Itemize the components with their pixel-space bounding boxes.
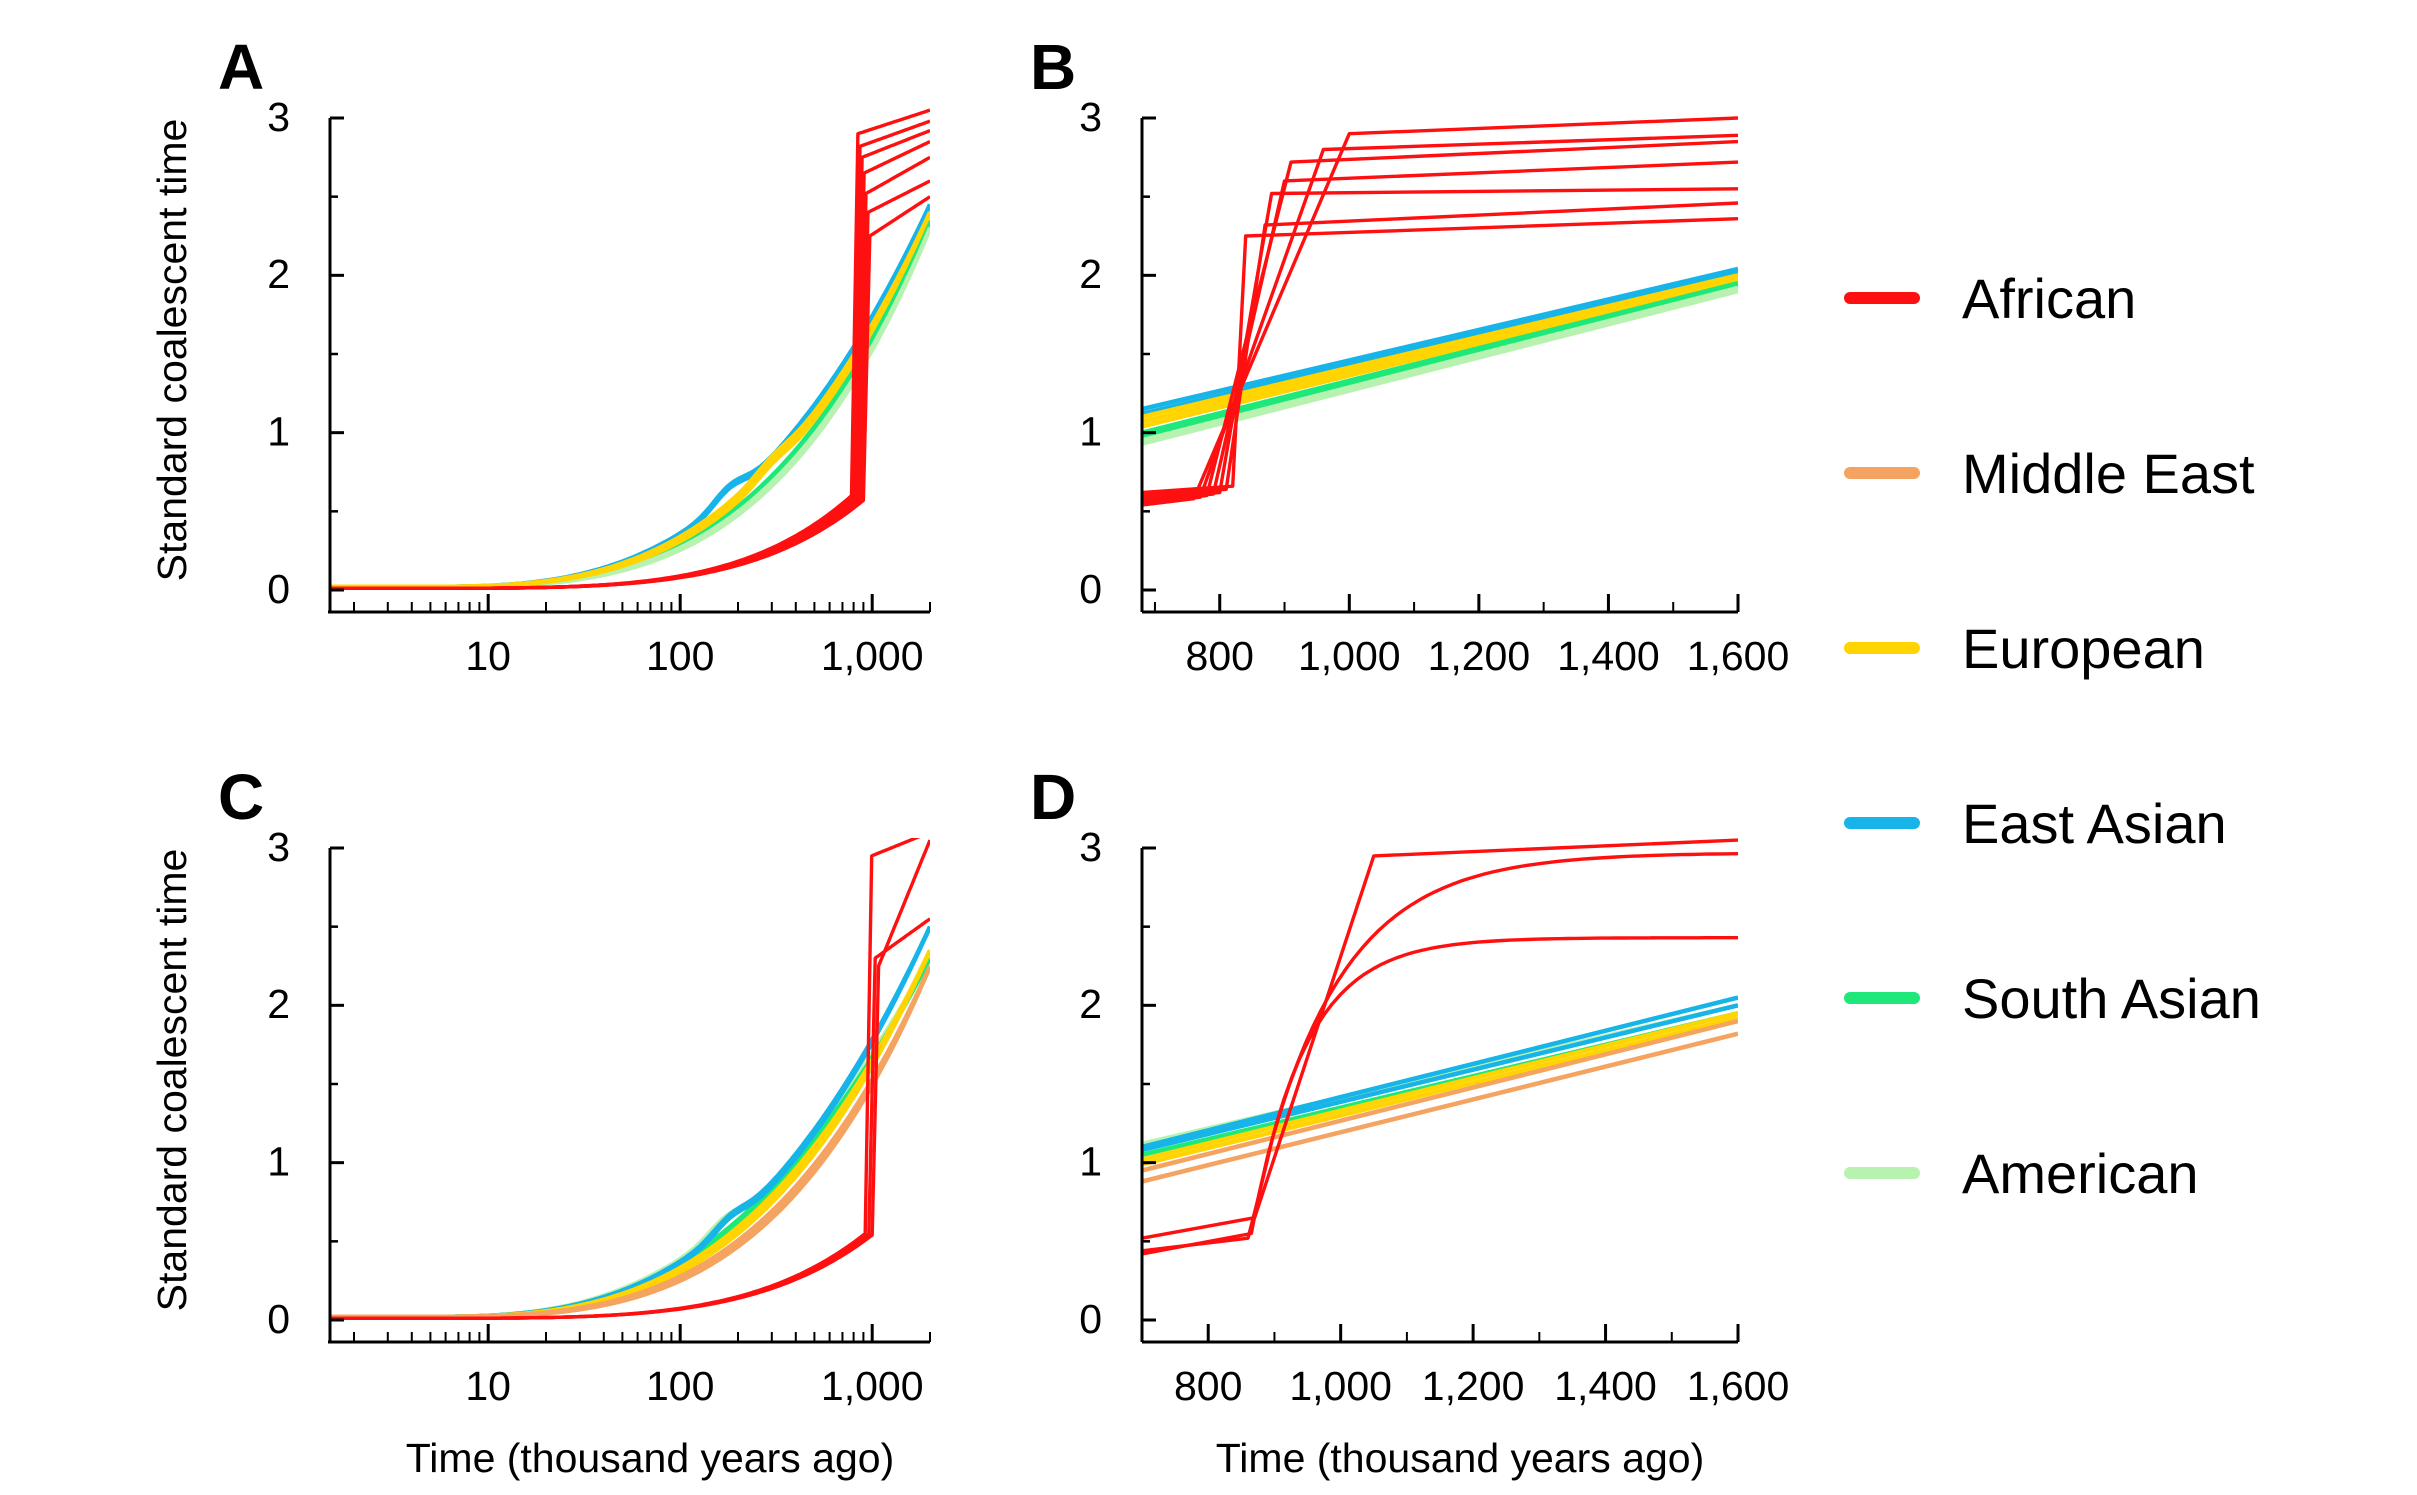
y-axis-label: Standard coalescent time [149,849,195,1312]
y-tick-label: 2 [267,251,290,297]
series-group [330,838,930,1320]
series-line-african [1142,217,1738,495]
y-tick-label: 3 [1079,94,1102,140]
series-line-south-asian [1142,282,1738,438]
panel-label: A [218,31,264,103]
x-tick-label: 1,000 [1289,1363,1392,1409]
legend-label: Middle East [1962,442,2255,505]
series-group [1142,116,1738,507]
legend-label: European [1962,617,2205,680]
series-line-african [1142,201,1738,498]
x-tick-label: 1,000 [821,633,924,679]
series-line-middle-east [1142,1018,1738,1173]
x-tick-label: 100 [646,1363,714,1409]
panel-a: A 0 1 2 3 10 100 1,000 Standard coalescent time [149,31,931,679]
series-line-european [1142,1015,1738,1167]
legend-item-european: European [1844,617,2205,680]
series-line-american [1142,288,1738,446]
panel-c: C 0 1 2 3 10 100 1,000 Standard coalescent time T… [149,761,931,1481]
series-line-middle-east [330,965,930,1320]
panel-label: B [1030,31,1076,103]
y-tick-label: 1 [267,408,290,454]
series-line-american [1142,285,1738,443]
legend-label: American [1962,1142,2199,1205]
y-tick-label: 3 [267,94,290,140]
x-tick-label: 1,000 [1298,633,1401,679]
y-tick-label: 0 [267,1296,290,1342]
series-line-american [330,227,930,590]
y-tick-label: 1 [1079,1138,1102,1184]
series-line-american [330,227,930,590]
x-axis-label: Time (thousand years ago) [406,1435,894,1481]
series-line-european [1142,1011,1738,1162]
x-tick-label: 1,200 [1428,633,1531,679]
series-line-east-asian [1142,1003,1738,1153]
x-tick-label: 1,200 [1422,1363,1525,1409]
y-tick-label: 2 [1079,251,1102,297]
x-tick-label: 800 [1174,1363,1242,1409]
series-line-east-asian [1142,266,1738,412]
x-tick-label: 1,600 [1687,633,1790,679]
y-tick-label: 1 [267,1138,290,1184]
y-axis-label: Standard coalescent time [149,119,195,582]
legend-label: African [1962,267,2136,330]
legend-item-middle-east: Middle East [1844,442,2255,505]
legend-label: South Asian [1962,967,2261,1030]
series-line-middle-east [1142,1031,1738,1184]
x-tick-label: 100 [646,633,714,679]
series-group [1142,838,1738,1256]
series-line-african [1142,936,1738,1256]
legend-item-south-asian: South Asian [1844,967,2261,1030]
x-axis-label: Time (thousand years ago) [1216,1435,1704,1481]
y-tick-label: 1 [1079,408,1102,454]
y-tick-label: 3 [1079,824,1102,870]
y-tick-label: 2 [267,981,290,1027]
x-tick-label: 1,000 [821,1363,924,1409]
series-group [330,108,930,590]
series-line-african [330,838,921,1320]
panel-d: D 0 1 2 3 800 1,000 1,200 1,400 1,600 Time (thousa… [1030,761,1789,1481]
series-line-african [1142,852,1738,1253]
legend-label: East Asian [1962,792,2227,855]
x-tick-label: 10 [465,633,511,679]
panel-label: D [1030,761,1076,833]
series-line-east-asian [1142,995,1738,1150]
series-line-african [1142,187,1738,501]
y-tick-label: 0 [267,566,290,612]
legend-item-american: American [1844,1142,2199,1205]
panel-label: C [218,761,264,833]
series-line-european [1142,277,1738,429]
panel-b: B 0 1 2 3 800 1,000 1,200 1,400 1,600 [1030,31,1789,679]
y-tick-label: 3 [267,824,290,870]
y-tick-label: 2 [1079,981,1102,1027]
legend-item-african: African [1844,267,2136,330]
x-tick-label: 1,600 [1687,1363,1790,1409]
x-tick-label: 1,400 [1557,633,1660,679]
y-tick-label: 0 [1079,566,1102,612]
legend-item-east-asian: East Asian [1844,792,2227,855]
x-tick-label: 800 [1186,633,1254,679]
y-tick-label: 0 [1079,1296,1102,1342]
x-tick-label: 1,400 [1554,1363,1657,1409]
series-line-african [1142,838,1738,1240]
series-line-african [330,195,930,590]
series-line-african [330,839,930,1320]
x-tick-label: 10 [465,1363,511,1409]
legend: African Middle East European East Asian Sout… [1844,267,2261,1205]
series-line-middle-east [330,965,930,1320]
series-line-middle-east [330,965,930,1320]
